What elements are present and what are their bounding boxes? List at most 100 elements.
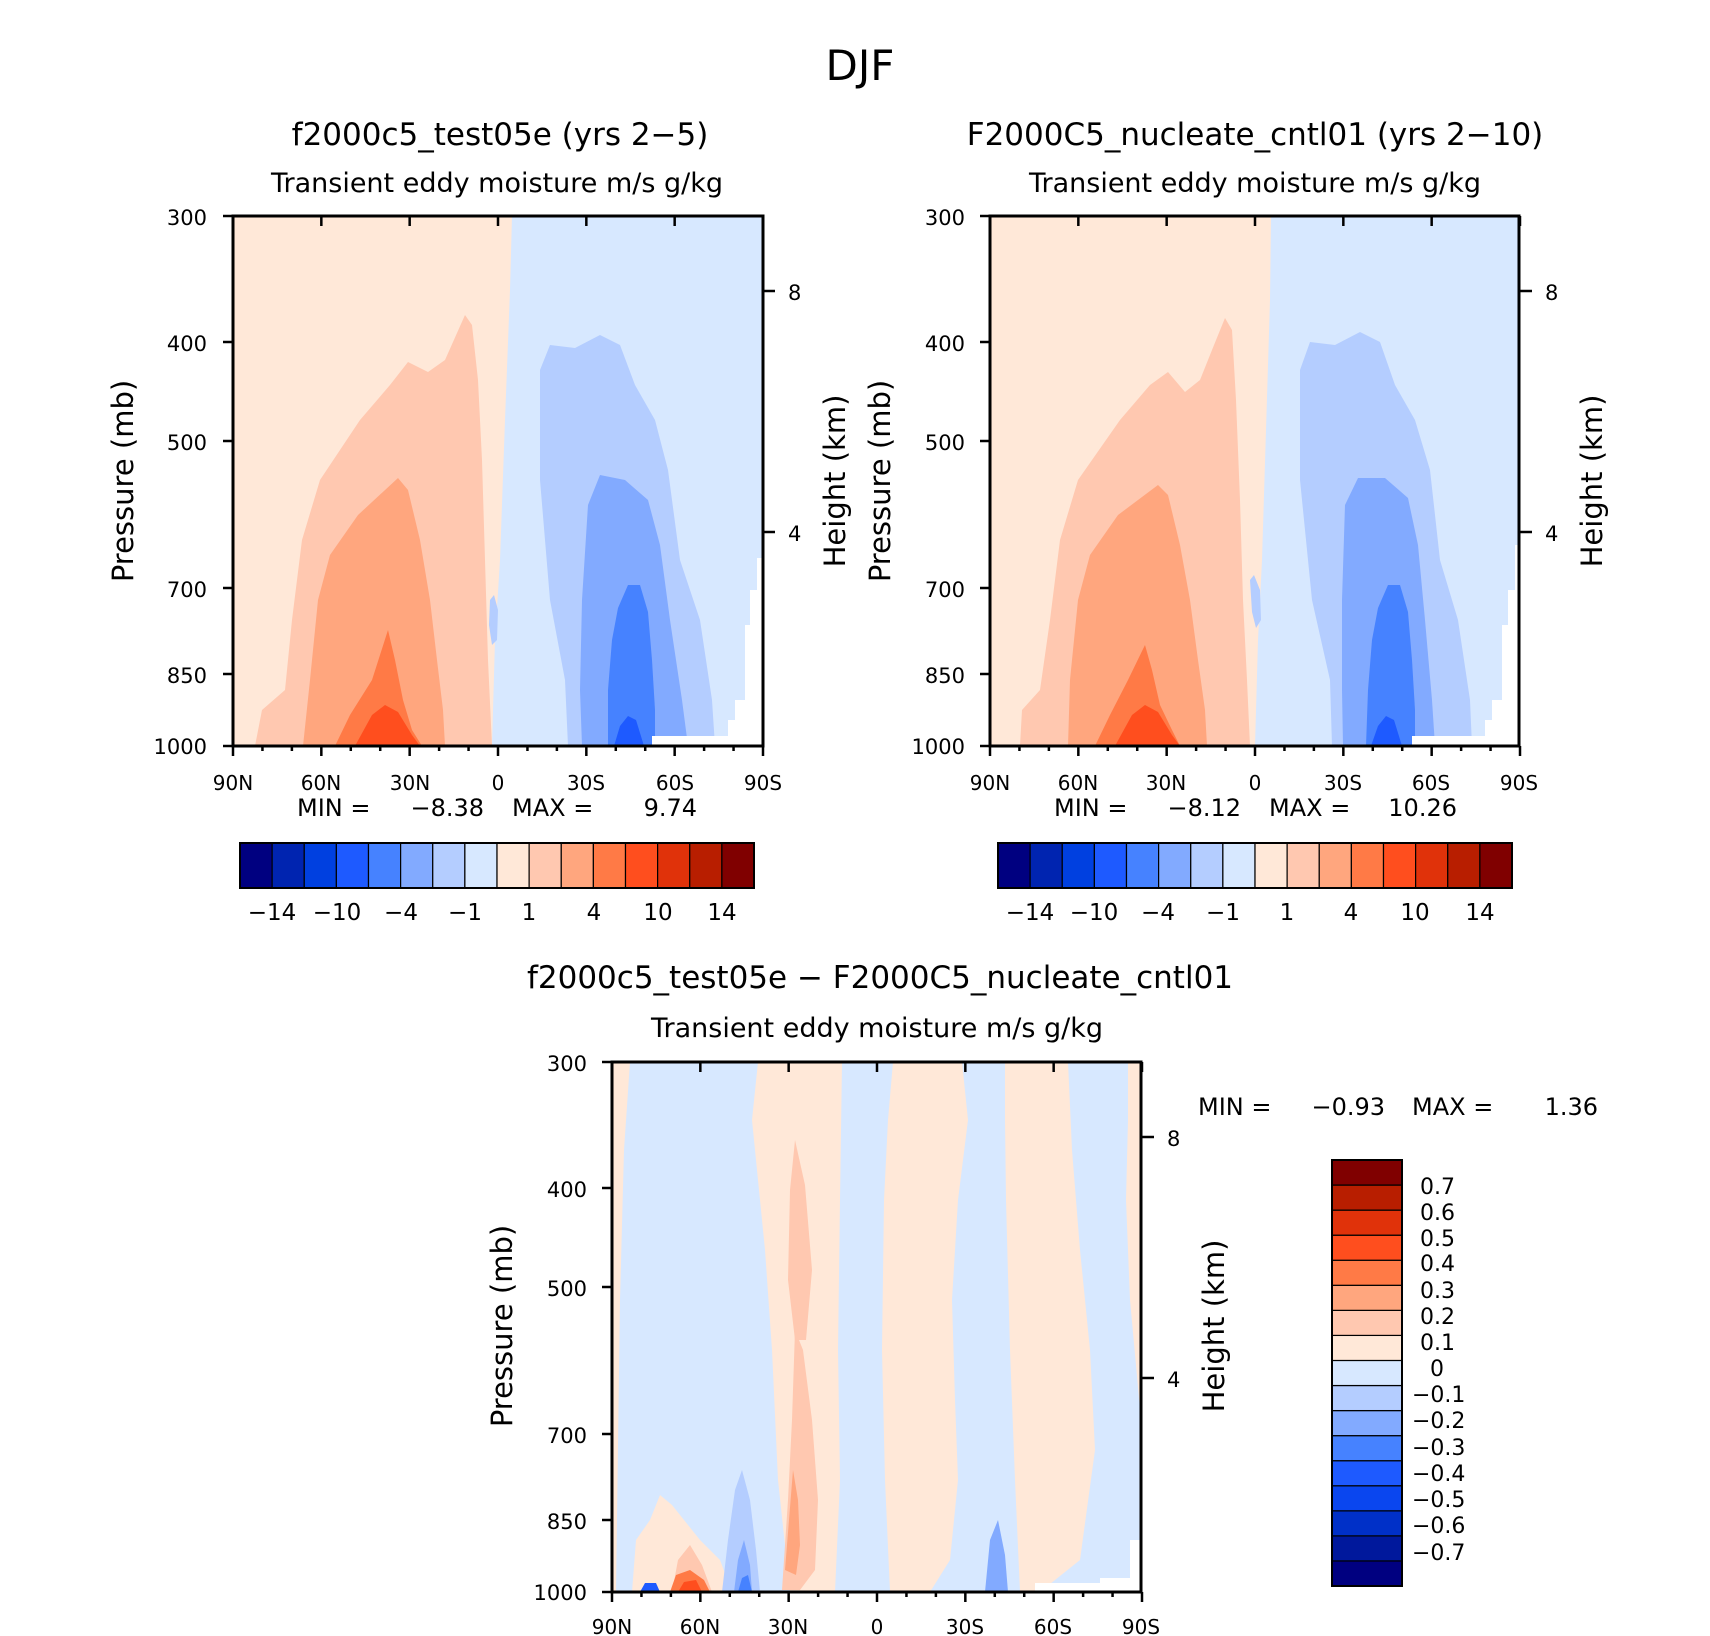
y-tick-400: 400: [547, 1178, 587, 1202]
colorbar-swatch: [1447, 842, 1481, 889]
x-tick-90n: 90N: [970, 771, 1010, 795]
y-axis-right-label: Height (km): [818, 395, 852, 568]
y-axis-right-label: Height (km): [1575, 395, 1609, 568]
colorbar-label: 0.3: [1420, 1279, 1455, 1304]
panel-2-labels: 300 400 500 700 850 1000 8 4 90N 60N 30N…: [863, 206, 1609, 822]
y-tick-500: 500: [925, 431, 965, 455]
missing-data: [652, 558, 763, 746]
colorbar-label: 1: [522, 900, 537, 926]
colorbar-swatch: [1331, 1384, 1403, 1412]
x-tick-30s: 30S: [567, 771, 605, 795]
colorbar-swatch: [528, 842, 562, 889]
min-value: −8.38: [410, 794, 484, 822]
missing-data: [1412, 545, 1519, 746]
colorbar-label: −0.5: [1412, 1488, 1465, 1513]
max-label: MAX =: [512, 794, 593, 822]
min-label: MIN =: [1198, 1093, 1271, 1121]
colorbar-label: −1: [1206, 900, 1240, 926]
colorbar-swatch: [997, 842, 1031, 889]
x-tick-0: 0: [871, 1615, 884, 1636]
colorbar-swatch: [1331, 1184, 1403, 1211]
y-tick-1000: 1000: [534, 1581, 587, 1605]
y-tick-300: 300: [167, 206, 207, 230]
colorbar-swatch: [1222, 842, 1256, 889]
contour-neg-4: [1371, 716, 1402, 746]
colorbar-swatch: [1190, 842, 1224, 889]
colorbar-swatch: [1286, 842, 1320, 889]
panel-3-plot: [602, 1060, 1154, 1602]
colorbar-3: [1331, 1159, 1403, 1587]
panel-2-title: F2000C5_nucleate_cntl01 (yrs 2−10): [967, 117, 1544, 153]
y-axis-right-label: Height (km): [1197, 1240, 1231, 1413]
colorbar-swatch: [1382, 842, 1417, 889]
colorbar-swatch: [1125, 842, 1160, 889]
x-tick-30s: 30S: [946, 1615, 984, 1636]
y-tick-1000: 1000: [154, 735, 207, 759]
contour-pos-lower: [632, 1495, 732, 1592]
colorbar-swatch: [271, 842, 305, 889]
contour-pos-2b: [788, 1140, 812, 1340]
panel-3: f2000c5_test05e − F2000C5_nucleate_cntl0…: [485, 960, 1598, 1636]
colorbar-3-labels: 0.7 0.6 0.5 0.4 0.3 0.2 0.1 0 −0.1 −0.2 …: [1412, 1175, 1465, 1566]
colorbar-swatch: [464, 842, 498, 889]
colorbar-swatch: [1331, 1234, 1403, 1261]
contour-pos-3: [1068, 485, 1207, 746]
colorbar-label: −14: [248, 900, 297, 926]
contour-pos-band-1: [612, 1062, 630, 1592]
colorbar-swatch: [1093, 842, 1128, 889]
colorbar-swatch: [560, 842, 594, 889]
contour-pos-5: [1115, 705, 1180, 746]
colorbar-2-labels: −14 −10 −4 −1 1 4 10 14: [1006, 900, 1495, 926]
max-label: MAX =: [1412, 1093, 1493, 1121]
figure-title: DJF: [826, 41, 895, 90]
colorbar-swatch: [303, 842, 337, 889]
colorbar-1-labels: −14 −10 −4 −1 1 4 10 14: [248, 900, 737, 926]
y-tick-700: 700: [925, 578, 965, 602]
y-tick-850: 850: [547, 1510, 587, 1534]
y-tick-700: 700: [167, 578, 207, 602]
height-tick-8: 8: [1545, 281, 1558, 305]
contour-pos-3: [785, 1470, 800, 1575]
colorbar-swatch: [592, 842, 627, 889]
x-tick-30s: 30S: [1324, 771, 1362, 795]
colorbar-label: 0.5: [1420, 1227, 1455, 1252]
x-tick-60n: 60N: [680, 1615, 720, 1636]
contour-pos-5: [678, 1580, 702, 1592]
panel-1-title: f2000c5_test05e (yrs 2−5): [292, 117, 709, 153]
panel-1: f2000c5_test05e (yrs 2−5) Transient eddy…: [106, 117, 852, 926]
panel-1-plot: [223, 214, 775, 756]
contour-neg-5: [985, 1520, 1008, 1592]
colorbar-swatch: [1318, 842, 1352, 889]
y-tick-400: 400: [167, 332, 207, 356]
colorbar-label: 4: [587, 900, 602, 926]
contour-pos-band-3: [882, 1062, 968, 1592]
panel-2-ticks: [980, 214, 1532, 756]
height-tick-8: 8: [788, 281, 801, 305]
max-value: 10.26: [1388, 794, 1457, 822]
y-axis-label: Pressure (mb): [863, 380, 897, 582]
x-tick-60n: 60N: [1058, 771, 1098, 795]
x-tick-90s: 90S: [1122, 1615, 1160, 1636]
colorbar-label: 0.1: [1420, 1331, 1455, 1356]
colorbar-label: −4: [1141, 900, 1175, 926]
min-label: MIN =: [1054, 794, 1127, 822]
x-tick-60s: 60S: [1034, 1615, 1072, 1636]
colorbar-label: 0.6: [1420, 1201, 1455, 1226]
contour-pos-band-5: [1126, 1062, 1141, 1420]
colorbar-frame: [239, 842, 755, 889]
colorbar-swatch: [1331, 1510, 1403, 1537]
contour-pocket: [1250, 575, 1261, 628]
colorbar-swatch: [1415, 842, 1449, 889]
colorbar-swatch: [1061, 842, 1095, 889]
colorbar-label: 0.2: [1420, 1305, 1455, 1330]
y-tick-500: 500: [547, 1277, 587, 1301]
colorbar-label: 1: [1280, 900, 1295, 926]
colorbar-swatch: [1331, 1409, 1403, 1437]
panel-2-subtitle: Transient eddy moisture m/s g/kg: [1028, 168, 1481, 199]
colorbar-swatch: [1331, 1560, 1403, 1587]
y-tick-1000: 1000: [912, 735, 965, 759]
y-tick-400: 400: [925, 332, 965, 356]
colorbar-frame: [1331, 1159, 1403, 1587]
panel-3-labels: 300 400 500 700 850 1000 8 4 90N 60N 30N…: [485, 1052, 1598, 1636]
